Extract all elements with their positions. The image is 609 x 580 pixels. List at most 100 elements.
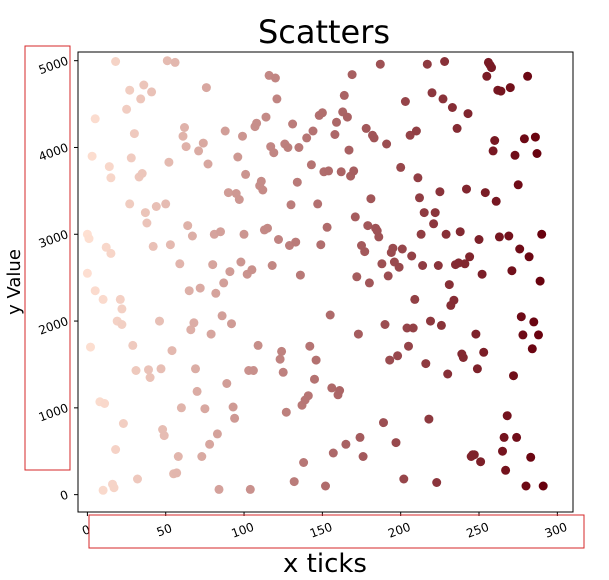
- scatter-point: [344, 145, 354, 155]
- scatter-point: [172, 468, 182, 478]
- x-axis-ticks: 0 50 100 150 200 250 300: [80, 512, 569, 541]
- scatter-point: [465, 252, 475, 262]
- scatter-point: [238, 131, 247, 141]
- scatter-point: [355, 432, 365, 442]
- y-axis-title: y Value: [4, 249, 25, 315]
- scatter-point: [228, 402, 238, 412]
- scatter-point: [444, 280, 454, 290]
- scatter-point: [208, 260, 218, 270]
- scatter-point: [98, 485, 108, 495]
- scatter-point: [375, 59, 385, 69]
- y-tick-label: 0: [58, 488, 70, 504]
- scatter-point: [288, 119, 298, 129]
- scatter-point: [360, 247, 370, 257]
- scatter-point: [147, 87, 157, 97]
- scatter-point: [507, 266, 517, 276]
- scatter-point: [532, 149, 542, 158]
- scatter-point: [472, 364, 482, 374]
- scatter-point: [125, 199, 135, 209]
- scatter-point: [291, 237, 301, 247]
- scatter-point: [111, 57, 121, 66]
- scatter-point: [277, 346, 287, 356]
- scatter-point: [358, 452, 368, 461]
- scatter-point: [167, 346, 177, 356]
- scatter-point: [342, 112, 352, 122]
- scatter-point: [364, 278, 374, 288]
- scatter-point: [350, 212, 360, 222]
- scatter-point: [505, 83, 515, 93]
- x-tick-label: 150: [308, 520, 334, 541]
- scatter-point: [430, 208, 440, 218]
- scatter-point: [527, 344, 537, 354]
- y-ticks-highlight-box: [24, 45, 71, 471]
- scatter-point: [131, 366, 141, 375]
- scatter-point: [161, 199, 171, 209]
- scatter-point: [263, 223, 272, 233]
- scatter-point: [407, 251, 417, 261]
- scatter-point: [144, 365, 153, 375]
- scatter-point: [313, 199, 323, 209]
- scatter-point: [216, 227, 225, 237]
- scatter-point: [201, 83, 211, 93]
- scatter-point: [241, 169, 251, 179]
- scatter-point: [519, 134, 529, 144]
- scatter-point: [106, 248, 116, 258]
- scatter-point: [151, 202, 161, 211]
- scatter-point: [477, 269, 487, 279]
- scatter-point: [385, 355, 395, 365]
- scatter-point: [440, 57, 450, 66]
- scatter-point: [234, 195, 244, 204]
- scatter-point: [269, 148, 279, 158]
- scatter-point: [109, 483, 119, 493]
- scatter-point: [236, 257, 246, 267]
- x-tick-label: 100: [230, 520, 256, 541]
- scatter-point: [129, 129, 139, 139]
- x-tick-label: 250: [464, 520, 490, 541]
- scatter-point: [436, 320, 446, 330]
- scatter-point: [104, 162, 114, 172]
- scatter-point: [180, 123, 189, 132]
- scatter-point: [140, 208, 150, 218]
- scatter-point: [176, 403, 186, 413]
- scatter-point: [212, 429, 222, 439]
- scatter-point: [443, 369, 453, 379]
- scatter-point: [82, 268, 92, 278]
- scatter-point: [400, 97, 410, 106]
- scatter-point: [205, 439, 215, 449]
- scatter-point: [491, 196, 501, 206]
- scatter-point: [322, 222, 332, 232]
- scatter-point: [267, 261, 277, 270]
- y-tick-label: 1000: [37, 401, 70, 425]
- scatter-point: [476, 457, 486, 467]
- scatter-point: [272, 94, 282, 104]
- scatter-point: [418, 261, 428, 270]
- scatter-point: [515, 244, 525, 254]
- scatter-point: [87, 151, 97, 161]
- scatter-point: [377, 259, 387, 269]
- scatter-point: [115, 294, 125, 304]
- scatter-point: [504, 231, 514, 241]
- scatter-point: [175, 259, 185, 269]
- scatter-point: [496, 86, 506, 96]
- x-tick-label: 200: [386, 520, 412, 541]
- scatter-point: [101, 242, 111, 252]
- scatter-point: [427, 88, 437, 98]
- scatter-point: [502, 411, 512, 421]
- scatter-point: [187, 231, 197, 241]
- scatter-point: [195, 283, 205, 293]
- scatter-point: [471, 329, 481, 339]
- scatter-point: [327, 383, 337, 393]
- scatter-point: [499, 432, 509, 442]
- scatter-point: [164, 157, 174, 167]
- scatter-point: [336, 167, 346, 177]
- scatter-point: [482, 71, 492, 81]
- x-tick-label: 300: [543, 520, 569, 541]
- scatter-point: [197, 452, 207, 461]
- scatter-point: [184, 286, 194, 296]
- scatter-point: [239, 229, 249, 239]
- scatter-point: [498, 446, 507, 456]
- scatter-point: [253, 340, 263, 350]
- scatter-point: [321, 481, 330, 491]
- x-tick-label: 0: [80, 522, 92, 538]
